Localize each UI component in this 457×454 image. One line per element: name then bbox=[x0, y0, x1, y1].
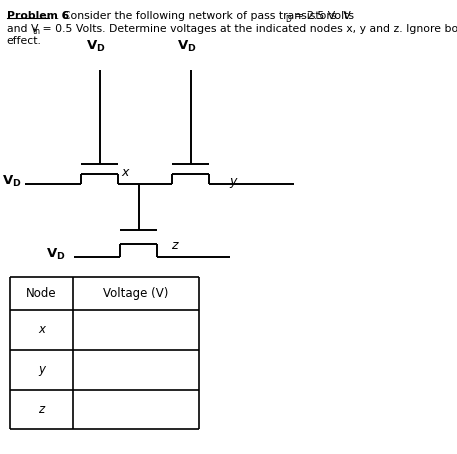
Text: $\mathbf{V}_\mathbf{D}$: $\mathbf{V}_\mathbf{D}$ bbox=[46, 247, 65, 262]
Text: $\mathbf{V}_\mathbf{D}$: $\mathbf{V}_\mathbf{D}$ bbox=[86, 39, 106, 54]
Text: = 2.5 Volts: = 2.5 Volts bbox=[291, 11, 354, 21]
Text: $\mathbf{V}_\mathbf{D}$: $\mathbf{V}_\mathbf{D}$ bbox=[177, 39, 197, 54]
Text: $\mathbf{V}_\mathbf{D}$: $\mathbf{V}_\mathbf{D}$ bbox=[2, 174, 21, 189]
Text: x: x bbox=[38, 323, 45, 336]
Text: and V: and V bbox=[7, 24, 38, 34]
Text: y: y bbox=[230, 175, 237, 188]
Text: x: x bbox=[122, 166, 129, 179]
Text: tn: tn bbox=[33, 27, 41, 36]
Text: . Consider the following network of pass transistors. V: . Consider the following network of pass… bbox=[49, 11, 351, 21]
Text: Node: Node bbox=[26, 287, 57, 300]
Text: z: z bbox=[38, 403, 44, 416]
Text: Voltage (V): Voltage (V) bbox=[103, 287, 169, 300]
Text: = 0.5 Volts. Determine voltages at the indicated nodes x, y and z. Ignore body: = 0.5 Volts. Determine voltages at the i… bbox=[39, 24, 457, 34]
Text: z: z bbox=[170, 239, 177, 252]
Text: y: y bbox=[38, 363, 45, 376]
Text: D: D bbox=[286, 15, 291, 25]
Text: effect.: effect. bbox=[7, 36, 42, 46]
Text: Problem 6: Problem 6 bbox=[7, 11, 69, 21]
